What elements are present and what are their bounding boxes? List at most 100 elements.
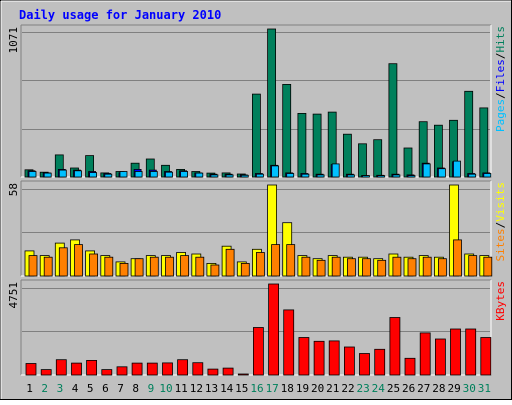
legend-hits-files-pages: Pages/Files/Hits bbox=[494, 26, 507, 132]
y-max-label-hits-files-pages: 1071 bbox=[7, 27, 20, 54]
bar-kbytes-day-24 bbox=[374, 348, 386, 376]
bar-pages-day-3 bbox=[58, 169, 67, 178]
bar-sites-day-4 bbox=[74, 244, 83, 277]
bar-pages-day-24 bbox=[377, 175, 386, 178]
x-tick-label-day-20: 20 bbox=[311, 382, 324, 395]
chart-y-labels: 1071 58 4751 bbox=[7, 27, 20, 309]
bar-pages-day-13 bbox=[210, 174, 219, 178]
chart-title: Daily usage for January 2010 bbox=[19, 8, 221, 22]
bar-sites-day-3 bbox=[58, 247, 68, 277]
bar-kbytes-day-28 bbox=[434, 338, 446, 376]
x-tick-label-day-8: 8 bbox=[132, 382, 139, 395]
chart-x-labels: 1 2 3 4 5 6 7 8 9 10 11 12 13 14 15 16 17 18 19 20 21 22 23 24 2… bbox=[26, 382, 491, 395]
bar-sites-day-25 bbox=[392, 256, 402, 277]
chart-gridlines bbox=[22, 32, 490, 332]
bar-kbytes-day-27 bbox=[419, 332, 431, 376]
bar-kbytes-day-6 bbox=[101, 369, 113, 376]
x-tick-label-day-29: 29 bbox=[447, 382, 460, 395]
bar-pages-day-21 bbox=[331, 163, 340, 178]
bar-pages-day-8 bbox=[134, 171, 143, 178]
bar-sites-day-8 bbox=[134, 258, 144, 277]
bar-pages-day-6 bbox=[104, 173, 113, 178]
bar-kbytes-day-16 bbox=[252, 327, 264, 376]
bar-pages-day-14 bbox=[225, 174, 234, 178]
bar-hits-day-16 bbox=[251, 93, 261, 178]
bar-hits-day-26 bbox=[403, 147, 413, 178]
x-tick-label-day-21: 21 bbox=[326, 382, 339, 395]
bar-hits-day-20 bbox=[312, 113, 322, 178]
bar-sites-day-16 bbox=[255, 252, 265, 277]
bar-hits-day-19 bbox=[297, 113, 307, 178]
x-tick-label-day-14: 14 bbox=[220, 382, 234, 395]
bar-sites-day-18 bbox=[286, 244, 296, 277]
legend-kbytes: KBytes bbox=[494, 281, 507, 321]
x-tick-label-day-13: 13 bbox=[205, 382, 218, 395]
bar-sites-day-12 bbox=[195, 256, 205, 277]
bar-pages-day-19 bbox=[301, 173, 310, 178]
x-tick-label-day-3: 3 bbox=[57, 382, 64, 395]
bar-hits-day-18 bbox=[282, 84, 292, 178]
bar-pages-day-4 bbox=[74, 170, 82, 178]
bar-pages-day-10 bbox=[165, 171, 173, 178]
legend-visits-sites: Sites/Visits bbox=[494, 182, 507, 262]
bar-kbytes-day-4 bbox=[71, 362, 82, 376]
x-tick-label-day-31: 31 bbox=[478, 382, 491, 395]
bar-sites-day-9 bbox=[149, 256, 159, 277]
bar-sites-day-15 bbox=[240, 262, 250, 277]
bar-kbytes-day-26 bbox=[404, 357, 416, 376]
bar-pages-day-27 bbox=[422, 163, 431, 178]
bar-sites-day-2 bbox=[43, 256, 53, 277]
bar-kbytes-day-1 bbox=[25, 363, 37, 376]
bar-pages-day-16 bbox=[255, 173, 264, 178]
x-tick-label-day-17: 17 bbox=[266, 382, 279, 395]
x-tick-label-day-10: 10 bbox=[159, 382, 172, 395]
bar-pages-day-28 bbox=[437, 168, 446, 178]
bar-kbytes-day-10 bbox=[162, 362, 173, 376]
bar-kbytes-day-11 bbox=[177, 359, 189, 376]
bar-kbytes-day-15 bbox=[237, 373, 249, 376]
bar-pages-day-17 bbox=[271, 165, 280, 178]
x-tick-label-day-23: 23 bbox=[356, 382, 369, 395]
bar-kbytes-day-31 bbox=[480, 337, 492, 376]
x-tick-label-day-1: 1 bbox=[26, 382, 33, 395]
bar-sites-day-17 bbox=[271, 244, 281, 277]
legend-item-hits: Hits bbox=[494, 26, 507, 53]
bar-pages-day-29 bbox=[453, 160, 461, 178]
bar-kbytes-day-25 bbox=[389, 317, 401, 376]
legend-item-kbytes: KBytes bbox=[494, 281, 507, 321]
bar-sites-day-29 bbox=[453, 239, 462, 277]
bar-kbytes-day-3 bbox=[55, 359, 67, 376]
bar-hits-day-24 bbox=[373, 139, 383, 178]
bar-sites-day-6 bbox=[104, 256, 114, 277]
bar-kbytes-day-20 bbox=[313, 340, 325, 376]
bar-pages-day-7 bbox=[119, 171, 128, 178]
bar-sites-day-13 bbox=[210, 264, 220, 277]
bar-kbytes-day-5 bbox=[86, 359, 97, 376]
bar-kbytes-day-9 bbox=[146, 362, 158, 376]
bar-kbytes-day-17 bbox=[268, 283, 280, 376]
bar-hits-day-22 bbox=[342, 133, 352, 178]
bar-sites-day-21 bbox=[331, 256, 341, 277]
bar-hits-day-31 bbox=[479, 107, 489, 178]
bar-kbytes-day-13 bbox=[207, 368, 219, 376]
bar-kbytes-day-29 bbox=[450, 328, 461, 376]
bar-pages-day-22 bbox=[346, 174, 355, 178]
bar-kbytes-day-2 bbox=[40, 369, 52, 376]
x-tick-label-day-2: 2 bbox=[41, 382, 48, 395]
legend-separator: / bbox=[494, 222, 507, 229]
bar-pages-day-23 bbox=[362, 175, 370, 178]
legend-separator: / bbox=[494, 53, 507, 60]
chart-bars bbox=[24, 28, 493, 376]
x-tick-label-day-19: 19 bbox=[296, 382, 309, 395]
bar-sites-day-20 bbox=[316, 259, 326, 277]
bar-kbytes-day-21 bbox=[328, 340, 340, 376]
bar-kbytes-day-19 bbox=[298, 337, 310, 376]
x-tick-label-day-30: 30 bbox=[463, 382, 476, 395]
chart-panels bbox=[20, 24, 492, 376]
bar-kbytes-day-23 bbox=[359, 353, 370, 376]
bar-hits-day-17 bbox=[267, 28, 277, 178]
bar-sites-day-11 bbox=[180, 255, 190, 277]
x-tick-label-day-28: 28 bbox=[432, 382, 445, 395]
